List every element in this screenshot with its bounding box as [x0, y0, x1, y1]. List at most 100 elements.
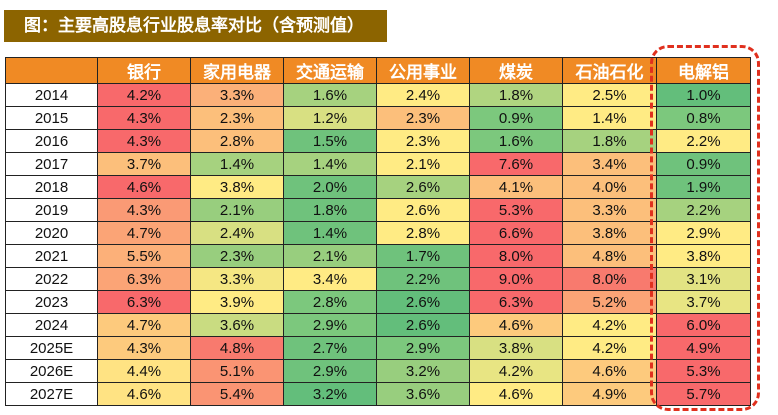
heatmap-cell: 5.2% [562, 290, 657, 314]
heatmap-cell: 4.6% [469, 313, 563, 337]
heatmap-cell: 4.7% [97, 313, 191, 337]
header-corner [5, 57, 98, 84]
column-header: 公用事业 [376, 57, 470, 84]
heatmap-cell: 4.9% [656, 336, 751, 360]
heatmap-cell: 0.9% [469, 106, 563, 130]
heatmap-cell: 3.3% [190, 83, 284, 107]
heatmap-cell: 9.0% [469, 267, 563, 291]
heatmap-cell: 4.3% [97, 198, 191, 222]
heatmap-cell: 4.8% [562, 244, 657, 268]
chart-title: 图：主要高股息行业股息率对比（含预测值） [4, 10, 387, 42]
heatmap-cell: 0.8% [656, 106, 751, 130]
heatmap-cell: 1.4% [283, 221, 377, 245]
heatmap-cell: 3.6% [190, 313, 284, 337]
heatmap-cell: 2.2% [376, 267, 470, 291]
column-header: 电解铝 [656, 57, 751, 84]
table-row: 2017 3.7% 1.4% 1.4% 2.1% 7.6% 3.4% 0.9% [5, 152, 751, 176]
heatmap-cell: 3.8% [562, 221, 657, 245]
table-row: 2019 4.3% 2.1% 1.8% 2.6% 5.3% 3.3% 2.2% [5, 198, 751, 222]
heatmap-cell: 4.2% [562, 313, 657, 337]
heatmap-cell: 0.9% [656, 152, 751, 176]
heatmap-cell: 6.0% [656, 313, 751, 337]
heatmap-cell: 4.6% [469, 382, 563, 406]
heatmap-cell: 1.4% [283, 152, 377, 176]
heatmap-cell: 4.9% [562, 382, 657, 406]
heatmap-cell: 1.8% [283, 198, 377, 222]
row-year: 2025E [5, 336, 98, 360]
table-row: 2023 6.3% 3.9% 2.8% 2.6% 6.3% 5.2% 3.7% [5, 290, 751, 314]
heatmap-cell: 5.5% [97, 244, 191, 268]
heatmap-cell: 4.7% [97, 221, 191, 245]
heatmap-cell: 1.4% [190, 152, 284, 176]
heatmap-cell: 2.6% [376, 198, 470, 222]
heatmap-cell: 3.2% [376, 359, 470, 383]
heatmap-cell: 1.6% [283, 83, 377, 107]
heatmap-cell: 5.1% [190, 359, 284, 383]
row-year: 2019 [5, 198, 98, 222]
row-year: 2014 [5, 83, 98, 107]
heatmap-cell: 4.2% [469, 359, 563, 383]
heatmap-cell: 2.6% [376, 175, 470, 199]
heatmap-cell: 4.8% [190, 336, 284, 360]
heatmap-cell: 2.1% [283, 244, 377, 268]
heatmap-cell: 3.3% [562, 198, 657, 222]
row-year: 2020 [5, 221, 98, 245]
heatmap-cell: 3.6% [376, 382, 470, 406]
table-row: 2024 4.7% 3.6% 2.9% 2.6% 4.6% 4.2% 6.0% [5, 313, 751, 337]
row-year: 2016 [5, 129, 98, 153]
heatmap-cell: 5.3% [469, 198, 563, 222]
heatmap-cell: 1.0% [656, 83, 751, 107]
column-header: 家用电器 [190, 57, 284, 84]
heatmap-cell: 6.3% [469, 290, 563, 314]
heatmap-cell: 4.3% [97, 336, 191, 360]
heatmap-cell: 1.8% [469, 83, 563, 107]
heatmap-cell: 4.3% [97, 106, 191, 130]
heatmap-cell: 2.7% [283, 336, 377, 360]
heatmap-cell: 5.7% [656, 382, 751, 406]
heatmap-cell: 2.9% [376, 336, 470, 360]
heatmap-cell: 2.5% [562, 83, 657, 107]
heatmap-cell: 2.9% [283, 313, 377, 337]
heatmap-cell: 2.3% [376, 129, 470, 153]
heatmap-cell: 5.4% [190, 382, 284, 406]
row-year: 2023 [5, 290, 98, 314]
table-row: 2027E 4.6% 5.4% 3.2% 3.6% 4.6% 4.9% 5.7% [5, 382, 751, 406]
heatmap-cell: 2.8% [190, 129, 284, 153]
heatmap-cell: 1.6% [469, 129, 563, 153]
heatmap-cell: 2.1% [190, 198, 284, 222]
row-year: 2022 [5, 267, 98, 291]
heatmap-cell: 4.2% [97, 83, 191, 107]
column-header: 交通运输 [283, 57, 377, 84]
heatmap-cell: 3.7% [97, 152, 191, 176]
heatmap-cell: 2.4% [190, 221, 284, 245]
heatmap-cell: 1.5% [283, 129, 377, 153]
heatmap-cell: 4.1% [469, 175, 563, 199]
heatmap-cell: 6.3% [97, 290, 191, 314]
heatmap-cell: 4.0% [562, 175, 657, 199]
heatmap-cell: 4.6% [97, 382, 191, 406]
heatmap-cell: 8.0% [562, 267, 657, 291]
heatmap-cell: 7.6% [469, 152, 563, 176]
heatmap-cell: 1.9% [656, 175, 751, 199]
column-header: 煤炭 [469, 57, 563, 84]
heatmap-cell: 2.1% [376, 152, 470, 176]
dividend-yield-table: 银行 家用电器 交通运输 公用事业 煤炭 石油石化 电解铝 2014 4.2% 3.3% 1.6%… [5, 57, 751, 406]
heatmap-cell: 2.0% [283, 175, 377, 199]
heatmap-cell: 2.6% [376, 290, 470, 314]
heatmap-cell: 1.2% [283, 106, 377, 130]
row-year: 2018 [5, 175, 98, 199]
table-row: 2014 4.2% 3.3% 1.6% 2.4% 1.8% 2.5% 1.0% [5, 83, 751, 107]
heatmap-cell: 3.4% [283, 267, 377, 291]
heatmap-cell: 2.8% [283, 290, 377, 314]
heatmap-cell: 2.9% [283, 359, 377, 383]
column-header: 银行 [97, 57, 191, 84]
heatmap-cell: 1.4% [562, 106, 657, 130]
table-row: 2022 6.3% 3.3% 3.4% 2.2% 9.0% 8.0% 3.1% [5, 267, 751, 291]
table-row: 2021 5.5% 2.3% 2.1% 1.7% 8.0% 4.8% 3.8% [5, 244, 751, 268]
heatmap-cell: 2.6% [376, 313, 470, 337]
heatmap-cell: 4.3% [97, 129, 191, 153]
heatmap-cell: 2.3% [190, 106, 284, 130]
table-row: 2020 4.7% 2.4% 1.4% 2.8% 6.6% 3.8% 2.9% [5, 221, 751, 245]
table-row: 2025E 4.3% 4.8% 2.7% 2.9% 3.8% 4.2% 4.9% [5, 336, 751, 360]
row-year: 2027E [5, 382, 98, 406]
